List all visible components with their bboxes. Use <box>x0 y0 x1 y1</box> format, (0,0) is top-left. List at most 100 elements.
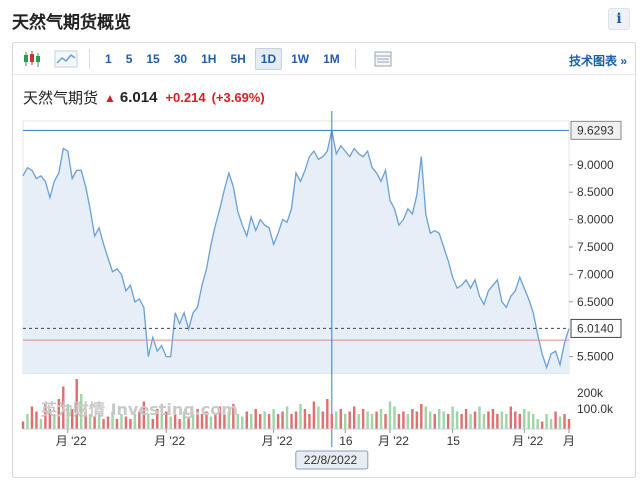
y-tick-label: 5.5000 <box>577 350 614 364</box>
volume-bar <box>536 419 539 429</box>
volume-bar <box>232 404 235 429</box>
volume-bar <box>330 414 334 429</box>
volume-bar <box>505 414 508 429</box>
volume-bar <box>281 411 284 429</box>
volume-bar <box>178 419 181 429</box>
volume-bar <box>375 411 378 429</box>
volume-bar <box>97 414 101 429</box>
x-tick-label: 月 '22 <box>378 434 409 448</box>
technical-chart-link[interactable]: 技术图表 » <box>568 54 627 68</box>
y-tick-label: 8.5000 <box>577 185 614 199</box>
volume-bar <box>276 414 280 429</box>
price-line <box>22 130 570 370</box>
max-price-tag <box>570 120 622 140</box>
volume-bar <box>531 414 535 429</box>
volume-bar <box>250 414 253 429</box>
chart-toolbar: 1 5 15 30 1H 5H 1D 1W 1M 技术图表 » <box>13 43 635 75</box>
y-tick-label: 7.0000 <box>577 267 614 281</box>
volume-bar <box>48 409 52 429</box>
volume-bar <box>442 411 445 429</box>
interval-30[interactable]: 30 <box>173 51 188 66</box>
volume-bar <box>254 409 257 429</box>
volume-bar <box>209 416 213 429</box>
volume-bar <box>299 404 302 429</box>
interval-1h[interactable]: 1H <box>201 51 217 66</box>
volume-bar <box>496 414 499 429</box>
volume-bar <box>290 414 293 429</box>
interval-1m[interactable]: 1M <box>323 51 340 66</box>
volume-bar <box>84 411 87 429</box>
price-change-percent: (+3.69%) <box>211 90 265 105</box>
volume-bar <box>527 411 530 429</box>
volume-bar <box>420 404 423 429</box>
volume-bar <box>39 419 43 429</box>
volume-bar <box>335 411 338 429</box>
volume-bar <box>549 419 553 429</box>
volume-bar <box>142 401 146 429</box>
volume-bar <box>424 406 428 429</box>
volume-bar <box>111 411 114 429</box>
up-arrow-icon: ▲ <box>104 90 116 105</box>
volume-bar <box>397 414 401 429</box>
volume-bar <box>57 399 61 429</box>
volume-bar <box>303 409 307 429</box>
y-tick-label: 6.5000 <box>577 295 614 309</box>
volume-bar <box>478 406 481 429</box>
volume-bar <box>214 414 217 429</box>
volume-bar <box>406 414 410 429</box>
interval-1[interactable]: 1 <box>105 51 112 66</box>
y-tick-label: 7.5000 <box>577 240 614 254</box>
volume-bar <box>62 386 65 429</box>
candlestick-icon[interactable] <box>17 47 47 71</box>
page-title: 天然气期货概览 <box>12 13 131 32</box>
volume-bar <box>348 411 351 429</box>
volume-bar <box>267 414 271 429</box>
volume-bar <box>411 409 414 429</box>
volume-bar <box>106 416 110 429</box>
volume-bar <box>151 419 155 429</box>
volume-bar <box>30 406 34 429</box>
volume-bar <box>156 409 159 429</box>
interval-1w[interactable]: 1W <box>291 51 310 66</box>
volume-bar <box>115 419 119 429</box>
volume-bar <box>393 406 396 429</box>
volume-bar <box>236 414 240 429</box>
volume-bar <box>258 414 262 429</box>
volume-bar <box>563 414 566 429</box>
current-price-tag <box>570 318 622 338</box>
info-icon[interactable]: i <box>608 8 630 30</box>
volume-bar <box>75 379 78 429</box>
volume-bar <box>339 409 342 429</box>
watermark-text: 英为财情 Investing.com <box>40 400 238 419</box>
volume-bar <box>93 416 96 429</box>
volume-bar <box>415 411 419 429</box>
volume-bar <box>523 409 526 429</box>
chart-widget: 1 5 15 30 1H 5H 1D 1W 1M 技术图表 » 天然气期货 ▲ … <box>12 42 636 478</box>
interval-1d[interactable]: 1D <box>254 47 283 70</box>
volume-bar <box>147 414 150 429</box>
x-tick-label: 16 <box>339 434 353 448</box>
last-price: 6.014 <box>119 89 158 106</box>
quote-header: 天然气期货 ▲ 6.014 +0.214 (+3.69%) <box>23 87 271 108</box>
table-icon[interactable] <box>368 47 398 71</box>
toolbar-divider <box>354 48 356 69</box>
price-chart[interactable]: 9.0000 8.5000 8.0000 7.5000 7.0000 6.5000 5.50… <box>13 43 635 477</box>
volume-bar <box>88 414 92 429</box>
volume-bar <box>173 414 177 429</box>
y-tick-label: 9.0000 <box>577 158 614 172</box>
volume-bar <box>567 419 571 429</box>
volume-bar <box>451 406 454 429</box>
volume-bar <box>388 401 392 429</box>
volume-bar <box>102 419 105 429</box>
volume-bar <box>79 394 83 429</box>
interval-15[interactable]: 15 <box>146 51 160 66</box>
volume-bar <box>464 409 468 429</box>
area-chart-icon[interactable] <box>51 47 81 71</box>
volume-bar <box>469 414 472 429</box>
volume-bar <box>370 414 374 429</box>
interval-5h[interactable]: 5H <box>230 51 246 66</box>
volume-tick-label: 100.0k <box>577 402 614 416</box>
volume-bar <box>446 414 450 429</box>
interval-5[interactable]: 5 <box>125 51 133 66</box>
max-price-label: 9.6293 <box>577 123 614 137</box>
